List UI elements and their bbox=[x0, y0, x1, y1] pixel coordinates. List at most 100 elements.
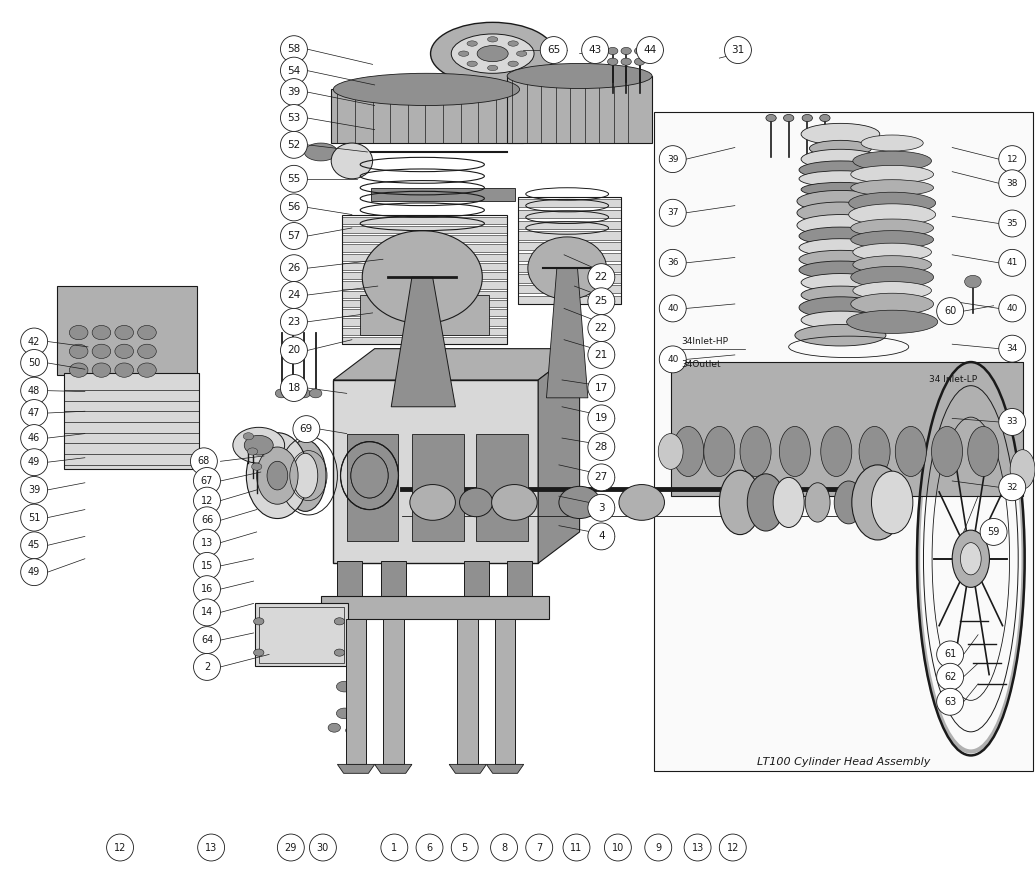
Ellipse shape bbox=[588, 315, 615, 342]
Ellipse shape bbox=[659, 199, 686, 226]
Ellipse shape bbox=[801, 149, 880, 169]
Polygon shape bbox=[546, 268, 588, 398]
Ellipse shape bbox=[540, 37, 567, 63]
Bar bbox=[57, 286, 197, 375]
Text: 55: 55 bbox=[288, 173, 300, 184]
Ellipse shape bbox=[853, 243, 932, 261]
Ellipse shape bbox=[280, 57, 307, 84]
Ellipse shape bbox=[460, 488, 493, 517]
Ellipse shape bbox=[280, 105, 307, 131]
Ellipse shape bbox=[801, 286, 880, 304]
Bar bbox=[342, 318, 507, 325]
Ellipse shape bbox=[280, 194, 307, 221]
Text: 63: 63 bbox=[944, 696, 956, 707]
Ellipse shape bbox=[243, 433, 254, 440]
Ellipse shape bbox=[138, 325, 156, 340]
Ellipse shape bbox=[115, 344, 134, 358]
Bar bbox=[371, 188, 515, 201]
Ellipse shape bbox=[351, 453, 388, 498]
Bar bbox=[518, 210, 621, 218]
Ellipse shape bbox=[21, 477, 48, 503]
Bar bbox=[383, 619, 404, 764]
Ellipse shape bbox=[508, 41, 519, 46]
Ellipse shape bbox=[257, 447, 298, 504]
Ellipse shape bbox=[21, 425, 48, 451]
Ellipse shape bbox=[336, 681, 353, 692]
Bar bbox=[347, 434, 398, 541]
Ellipse shape bbox=[851, 231, 934, 249]
Ellipse shape bbox=[805, 483, 830, 522]
Ellipse shape bbox=[719, 470, 761, 535]
Text: 24: 24 bbox=[288, 290, 300, 300]
Ellipse shape bbox=[588, 288, 615, 315]
Text: 67: 67 bbox=[201, 476, 213, 486]
Ellipse shape bbox=[115, 363, 134, 377]
Text: 39: 39 bbox=[667, 155, 679, 164]
Ellipse shape bbox=[194, 468, 220, 494]
Ellipse shape bbox=[254, 649, 264, 656]
Bar bbox=[342, 309, 507, 316]
Text: 44: 44 bbox=[644, 45, 656, 55]
Text: 6: 6 bbox=[426, 842, 433, 853]
Text: 32: 32 bbox=[1007, 483, 1017, 492]
Text: 12: 12 bbox=[1007, 155, 1017, 164]
Ellipse shape bbox=[362, 231, 482, 324]
Ellipse shape bbox=[21, 504, 48, 531]
Ellipse shape bbox=[252, 463, 262, 470]
Ellipse shape bbox=[801, 311, 880, 329]
Text: 34 Inlet-LP: 34 Inlet-LP bbox=[929, 375, 977, 384]
Ellipse shape bbox=[851, 266, 934, 288]
Ellipse shape bbox=[293, 416, 320, 443]
Ellipse shape bbox=[416, 834, 443, 861]
Ellipse shape bbox=[853, 282, 932, 299]
Ellipse shape bbox=[851, 293, 934, 315]
Polygon shape bbox=[333, 349, 580, 380]
Text: 39: 39 bbox=[288, 87, 300, 97]
Ellipse shape bbox=[849, 192, 936, 214]
Ellipse shape bbox=[809, 140, 871, 156]
Bar bbox=[654, 112, 1033, 771]
Bar bbox=[342, 300, 507, 308]
Text: 54: 54 bbox=[288, 65, 300, 76]
Ellipse shape bbox=[21, 449, 48, 476]
Ellipse shape bbox=[999, 146, 1026, 173]
Ellipse shape bbox=[797, 215, 884, 236]
Ellipse shape bbox=[968, 426, 999, 477]
Text: 22: 22 bbox=[595, 323, 608, 333]
Ellipse shape bbox=[115, 325, 134, 340]
Ellipse shape bbox=[719, 834, 746, 861]
Ellipse shape bbox=[834, 481, 863, 524]
Text: 66: 66 bbox=[201, 515, 213, 526]
Text: 40: 40 bbox=[1007, 304, 1017, 313]
Text: 13: 13 bbox=[691, 842, 704, 853]
Ellipse shape bbox=[937, 641, 964, 668]
Bar bbox=[342, 263, 507, 270]
Ellipse shape bbox=[285, 440, 326, 511]
Ellipse shape bbox=[797, 190, 884, 212]
Ellipse shape bbox=[999, 295, 1026, 322]
Ellipse shape bbox=[799, 239, 882, 257]
Ellipse shape bbox=[799, 297, 882, 318]
Ellipse shape bbox=[280, 255, 307, 282]
Polygon shape bbox=[391, 277, 455, 407]
Text: 58: 58 bbox=[288, 44, 300, 55]
Ellipse shape bbox=[563, 834, 590, 861]
Ellipse shape bbox=[684, 834, 711, 861]
Text: 64: 64 bbox=[201, 635, 213, 645]
Ellipse shape bbox=[588, 434, 615, 460]
Ellipse shape bbox=[821, 426, 852, 477]
Text: 2: 2 bbox=[204, 662, 210, 672]
Ellipse shape bbox=[451, 834, 478, 861]
Ellipse shape bbox=[381, 834, 408, 861]
Ellipse shape bbox=[21, 328, 48, 355]
Ellipse shape bbox=[280, 79, 307, 105]
Text: 29: 29 bbox=[285, 842, 297, 853]
Ellipse shape bbox=[194, 627, 220, 654]
Ellipse shape bbox=[852, 465, 904, 540]
Ellipse shape bbox=[277, 834, 304, 861]
Ellipse shape bbox=[747, 474, 785, 531]
Ellipse shape bbox=[244, 435, 273, 455]
Ellipse shape bbox=[999, 474, 1026, 501]
Bar bbox=[518, 285, 621, 293]
Text: 11: 11 bbox=[570, 842, 583, 853]
